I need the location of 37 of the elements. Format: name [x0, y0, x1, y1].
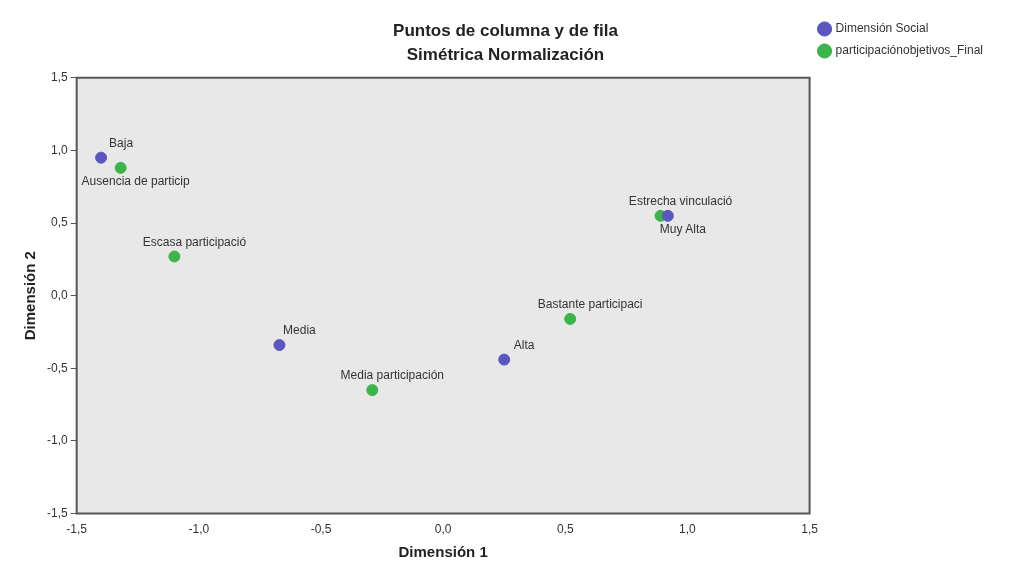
x-tick-label: 0,0: [434, 522, 452, 537]
y-axis-title: Dimensión 2: [21, 251, 39, 341]
y-tick-label: 1,5: [50, 70, 68, 85]
chart-subtitle: Simétrica Normalización: [406, 45, 605, 65]
x-tick-label: 0,5: [556, 522, 574, 537]
annotation: Alta: [513, 337, 535, 352]
x-tick-label: -1,5: [66, 522, 88, 537]
y-tick-label: 1,0: [50, 142, 68, 157]
x-tick-label: 1,0: [679, 522, 697, 537]
y-tick-label: -1,0: [46, 433, 68, 448]
annotation: Ausencia de particip: [81, 174, 190, 189]
legend-label: participaciónobjetivos_Final: [835, 43, 984, 58]
point: [366, 384, 379, 397]
y-tick-label: -0,5: [46, 360, 68, 375]
annotation: Muy Alta: [659, 222, 707, 237]
x-tick-label: -1,0: [188, 522, 210, 537]
annotation: Estrecha vinculació: [628, 194, 733, 209]
y-tick-label: 0,5: [50, 215, 68, 230]
point: [564, 312, 577, 325]
annotation: Baja: [109, 136, 134, 151]
point: [114, 161, 127, 174]
y-tick-label: -1,5: [46, 505, 68, 520]
point: [273, 339, 286, 352]
x-tick-label: -0,5: [310, 522, 332, 537]
annotation: Bastante participaci: [537, 297, 643, 312]
point: [95, 151, 108, 164]
annotation: Media participación: [340, 368, 444, 383]
point: [168, 250, 181, 263]
annotation: Media: [283, 323, 317, 338]
chart-title: Puntos de columna y de fila: [393, 20, 619, 40]
legend-label: Dimensión Social: [835, 21, 929, 36]
annotation: Escasa participació: [142, 234, 247, 249]
point: [498, 353, 511, 366]
x-axis-title: Dimensión 1: [398, 543, 488, 561]
point: [661, 209, 674, 222]
x-tick-label: 1,5: [801, 522, 819, 537]
y-tick-label: 0,0: [50, 288, 68, 303]
